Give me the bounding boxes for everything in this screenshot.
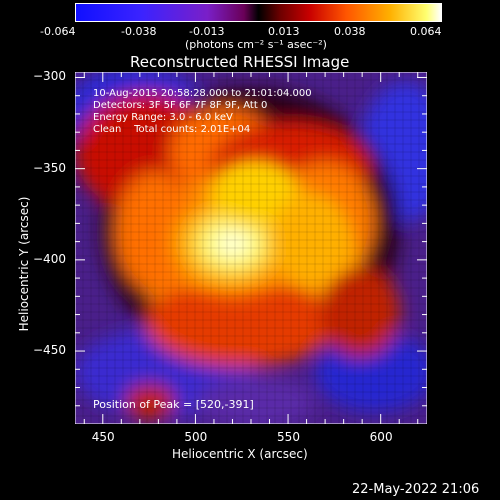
y-tick-label: −450 [33,343,66,358]
y-axis [75,76,427,424]
x-tick-label: 600 [369,430,393,444]
plot-title: Reconstructed RHESSI Image [130,53,350,71]
x-tick-label: 550 [277,430,300,444]
heatmap-plot [75,72,427,424]
y-tick-label: −400 [33,251,66,266]
info-total-counts: Clean Total counts: 2.01E+04 [93,124,251,135]
info-detectors: Detectors: 3F 5F 6F 7F 8F 9F, Att 0 [93,100,268,111]
y-tick-label: −350 [33,160,66,175]
footer-timestamp: 22-May-2022 21:06 [352,482,480,497]
x-tick-label: 450 [91,430,115,444]
colorbar-tick-label: 0.064 [410,25,442,38]
x-tick-label: 500 [184,430,208,444]
colorbar [75,3,442,22]
y-tick-label: −300 [33,69,66,84]
colorbar-tick-label: 0.013 [268,25,300,38]
info-time-range: 10-Aug-2015 20:58:28.000 to 21:01:04.000 [93,88,312,99]
colorbar-tick-label: 0.038 [334,25,366,38]
heatmap-pixel-grid [75,72,427,424]
colorbar-unit-label: (photons cm⁻² s⁻¹ asec⁻²) [185,38,327,51]
colorbar-tick-label: -0.064 [40,25,76,38]
heatmap-image [75,72,427,424]
info-energy-range: Energy Range: 3.0 - 6.0 keV [93,112,233,123]
peak-position-label: Position of Peak = [520,-391] [93,398,254,411]
x-axis [83,72,419,424]
colorbar-tick-label: -0.013 [189,25,225,38]
colorbar-tick-label: -0.038 [121,25,157,38]
y-axis-label: Heliocentric Y (arcsec) [17,196,31,332]
x-axis-label: Heliocentric X (arcsec) [172,447,308,461]
